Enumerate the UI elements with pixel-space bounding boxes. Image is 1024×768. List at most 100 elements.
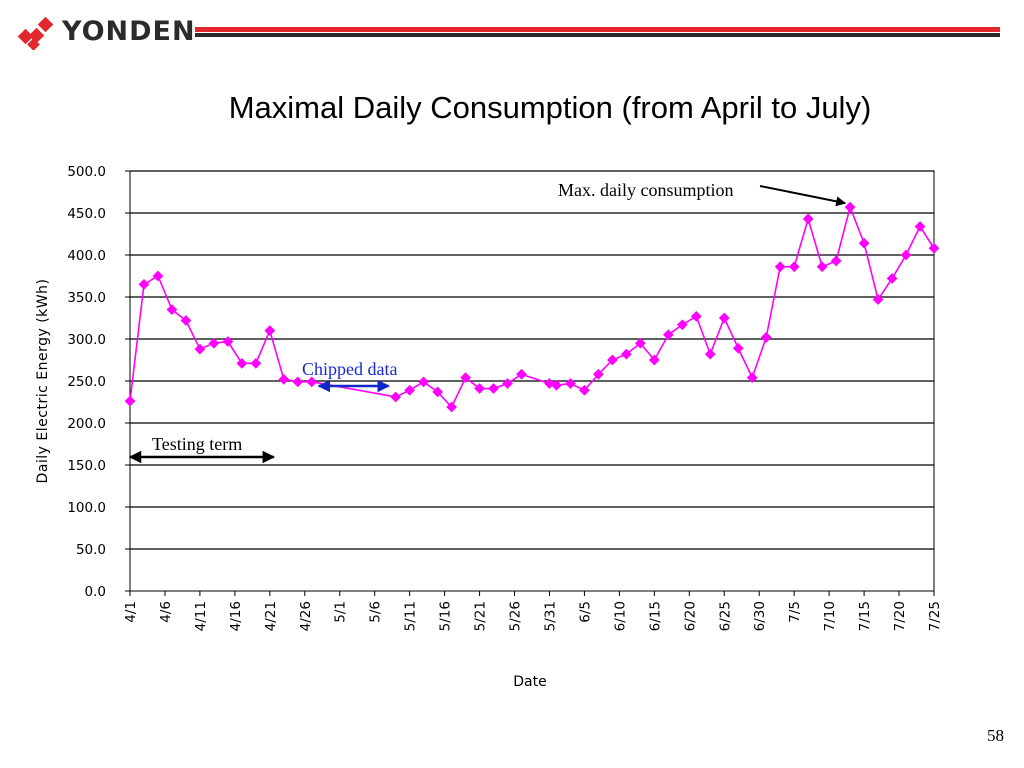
annotations: Max. daily consumption Chipped data Test… [128, 180, 847, 464]
data-point [138, 279, 150, 290]
data-point [502, 378, 513, 389]
data-point [718, 312, 730, 324]
page-number: 58 [987, 726, 1004, 745]
data-point [774, 261, 786, 273]
y-tick-label: 300.0 [67, 332, 106, 348]
data-point [124, 395, 136, 407]
x-tick-label: 6/20 [682, 601, 698, 631]
data-point [802, 213, 814, 225]
data-point [418, 376, 430, 388]
y-tick-label: 400.0 [67, 248, 106, 264]
data-point [264, 325, 276, 336]
y-tick-label: 350.0 [67, 290, 106, 306]
x-tick-label: 5/1 [333, 601, 349, 623]
data-point [404, 384, 416, 396]
series-consumption [124, 201, 940, 413]
max-consumption-label: Max. daily consumption [558, 180, 733, 200]
y-tick-label: 200.0 [67, 416, 106, 432]
x-tick-label: 4/6 [158, 601, 174, 623]
data-point [690, 310, 702, 322]
x-tick-label: 5/21 [473, 601, 489, 631]
y-tick-label: 500.0 [67, 164, 106, 180]
x-tick-label: 5/11 [403, 601, 419, 631]
x-axis-title: Date [513, 674, 546, 690]
x-tick-label: 7/20 [892, 601, 908, 631]
x-tick-label: 6/5 [577, 601, 593, 623]
x-tick-label: 4/11 [193, 601, 209, 631]
y-tick-label: 50.0 [76, 542, 106, 558]
data-point [844, 201, 856, 213]
x-tick-label: 7/5 [787, 601, 803, 623]
x-tick-label: 5/6 [368, 601, 384, 623]
x-tick-label: 6/10 [612, 601, 628, 631]
x-tick-label: 6/30 [752, 601, 768, 631]
data-point [194, 343, 206, 355]
data-point [900, 249, 912, 261]
data-point [732, 342, 744, 354]
page-title: Maximal Daily Consumption (from April to… [228, 90, 872, 125]
chipped-data-label: Chipped data [302, 359, 397, 379]
data-point [516, 368, 527, 380]
data-point [446, 401, 457, 413]
data-point [914, 221, 926, 232]
x-tick-label: 7/15 [857, 601, 873, 631]
data-point [648, 354, 660, 366]
data-point [816, 261, 828, 273]
data-point [872, 294, 884, 305]
x-tick-label: 4/16 [228, 601, 244, 631]
x-tick-label: 7/10 [822, 601, 838, 631]
data-point [432, 386, 443, 398]
data-point [858, 237, 870, 249]
data-point [579, 384, 590, 396]
data-point [208, 337, 220, 349]
data-point [292, 376, 304, 388]
x-axis-ticks: 4/1 4/6 4/11 4/16 4/21 4/26 5/1 5/6 5/11 5/16 5/21… [123, 591, 943, 631]
y-tick-label: 0.0 [85, 584, 106, 600]
x-tick-label: 4/26 [298, 601, 314, 631]
brand-name: YONDEN [62, 16, 196, 47]
data-point [676, 319, 688, 331]
data-point [928, 242, 940, 254]
data-point [474, 383, 485, 394]
data-point [607, 354, 618, 366]
data-point [278, 373, 290, 385]
yonden-logo [17, 16, 54, 50]
x-tick-label: 6/25 [717, 601, 733, 631]
data-point [565, 378, 576, 389]
data-point [621, 348, 632, 360]
data-point [488, 383, 499, 394]
max-consumption-arrow [759, 185, 847, 207]
data-point [886, 273, 898, 284]
data-point [306, 376, 318, 388]
x-tick-label: 4/21 [263, 601, 279, 631]
header-rule [195, 27, 1000, 37]
series-line [129, 204, 935, 409]
gridlines [130, 170, 934, 550]
y-tick-label: 450.0 [67, 206, 106, 222]
data-point [704, 348, 716, 360]
x-tick-label: 4/1 [123, 601, 139, 623]
data-point [593, 368, 604, 380]
data-point [152, 270, 164, 282]
y-axis-ticks: 0.0 50.0 100.0 150.0 200.0 250.0 300.0 350.0 400… [67, 164, 130, 600]
testing-term-label: Testing term [152, 434, 242, 454]
data-point [788, 261, 800, 273]
x-tick-label: 5/16 [438, 601, 454, 631]
y-axis-title: Daily Electric Energy (kWh) [35, 279, 51, 484]
x-tick-label: 5/31 [542, 601, 558, 631]
data-point [662, 329, 674, 341]
y-tick-label: 250.0 [67, 374, 106, 390]
data-point [390, 391, 402, 403]
y-tick-label: 150.0 [67, 458, 106, 474]
y-tick-label: 100.0 [67, 500, 106, 516]
data-point [830, 255, 842, 267]
data-point [166, 304, 178, 315]
x-tick-label: 6/15 [647, 601, 663, 631]
logo-diamond-bottom [27, 38, 40, 50]
x-tick-label: 7/25 [927, 601, 943, 631]
data-point [250, 357, 262, 369]
x-tick-label: 5/26 [508, 601, 524, 631]
data-point [222, 336, 234, 347]
data-point [460, 372, 471, 384]
